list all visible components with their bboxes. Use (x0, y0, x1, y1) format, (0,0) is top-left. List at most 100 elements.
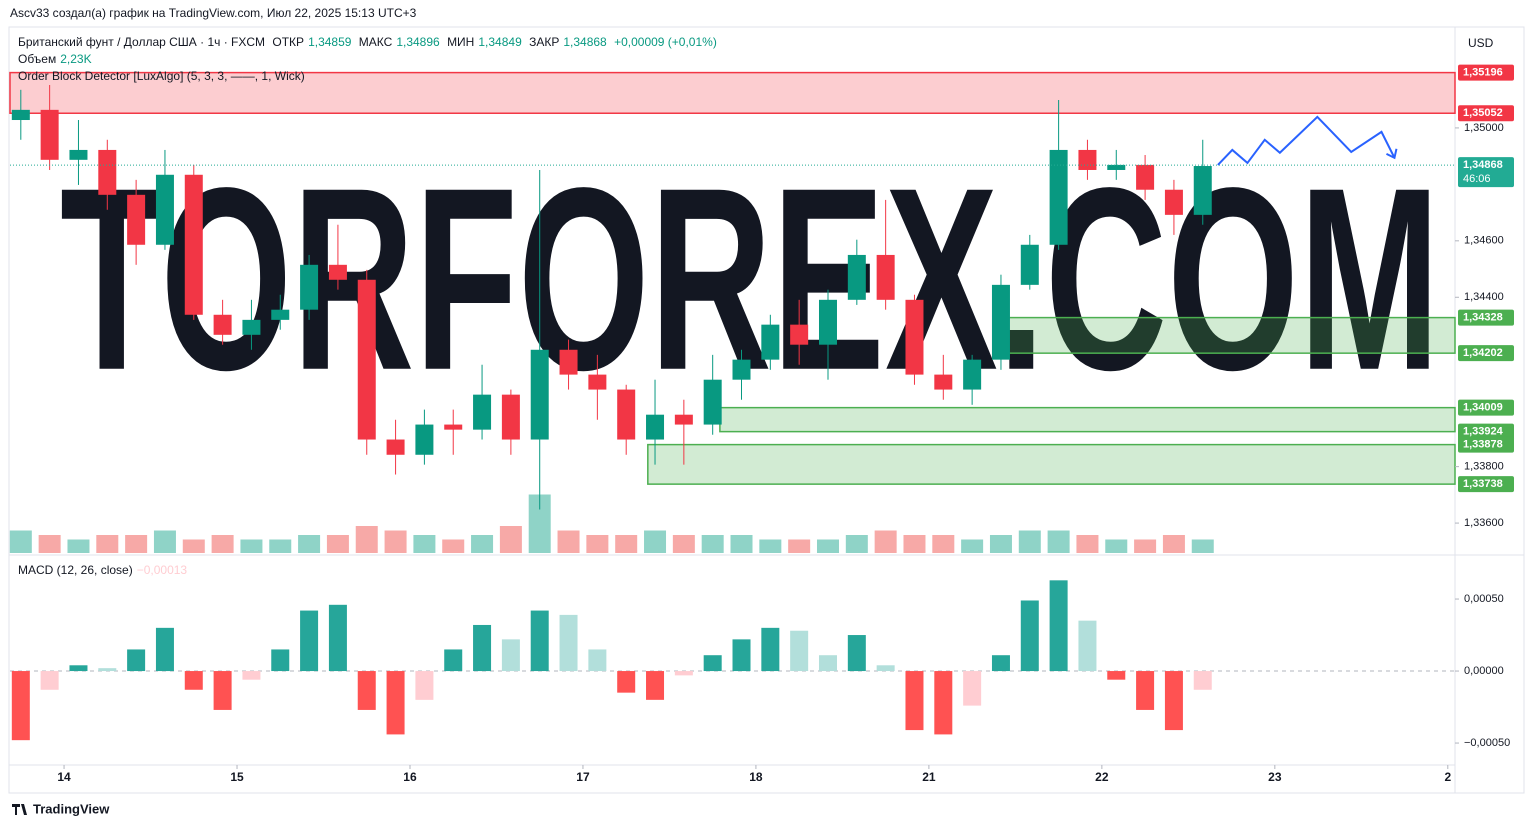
candle-body (876, 254, 895, 300)
last-price-label: 1,34868 (1463, 159, 1503, 171)
volume-bar (816, 539, 839, 553)
macd-bar (1107, 671, 1126, 680)
macd-bar (328, 604, 347, 672)
macd-bar (963, 671, 982, 706)
y-tick-label: 1,35000 (1464, 122, 1504, 134)
volume-bar (961, 539, 984, 553)
price-label: 1,33878 (1463, 439, 1503, 451)
candle-body (818, 299, 837, 345)
volume-bar (701, 535, 724, 553)
header: Ascv33 создал(а) график на TradingView.c… (10, 6, 417, 20)
candle-body (790, 324, 809, 345)
volume-bar (615, 535, 638, 553)
volume-bar (1076, 535, 1099, 553)
price-label-box (1458, 423, 1514, 440)
macd-bar (473, 624, 492, 672)
macd-legend: MACD (12, 26, close) −0,00013 (18, 563, 191, 577)
candle-body (703, 379, 722, 425)
volume-bar (672, 535, 695, 553)
candle-body (473, 394, 492, 430)
candle-body (588, 374, 607, 390)
volume-bar (442, 539, 465, 553)
countdown: 46:06 (1463, 173, 1491, 185)
macd-bar (127, 649, 146, 672)
macd-bar (40, 671, 59, 690)
macd-bar (415, 671, 434, 700)
volume-bar (384, 530, 407, 553)
candle-body (98, 149, 117, 195)
macd-bar (386, 671, 405, 735)
volume-bar (989, 535, 1012, 553)
macd-bar (905, 671, 924, 731)
macd-value: −0,00013 (136, 563, 188, 577)
macd-bar (674, 671, 693, 676)
macd-bar (1020, 600, 1039, 672)
macd-bar (1078, 620, 1097, 672)
legend: Британский фунт / Доллар США · 1ч · FXCM… (18, 35, 721, 49)
volume-bar (644, 530, 667, 553)
volume-bar (125, 535, 148, 553)
forecast-line (1217, 115, 1396, 166)
price-label-box (1458, 105, 1514, 122)
watermark: TORFOREX.COM (60, 135, 1440, 425)
order-block (9, 71, 1456, 114)
macd-bar (646, 671, 665, 700)
volume-bar (788, 539, 811, 553)
price-label-box (1458, 399, 1514, 416)
candle-body (271, 309, 290, 320)
x-tick-label: 23 (1268, 770, 1282, 784)
symbol: Британский фунт / Доллар США · 1ч · FXCM (18, 35, 266, 49)
volume-bar (730, 535, 753, 553)
candle-body (1107, 164, 1126, 170)
legend-value: 1,34868 (563, 35, 607, 49)
macd-bar (617, 671, 636, 693)
price-label: 1,34202 (1463, 347, 1503, 359)
volume-bar (1018, 530, 1041, 553)
macd-bar (98, 668, 117, 672)
frame (8, 26, 1525, 794)
candle-body (11, 109, 30, 121)
macd-bar (184, 671, 203, 690)
price-label-box (1458, 476, 1514, 493)
volume-bar (1105, 539, 1128, 553)
macd-bar (847, 635, 866, 672)
legend-label: ЗАКР (529, 35, 560, 49)
x-tick-label: 14 (57, 770, 71, 784)
candle-body (386, 439, 405, 455)
volume-bar (874, 530, 897, 553)
x-tick-label: 18 (749, 770, 763, 784)
volume-label: Объем (18, 52, 57, 66)
currency: USD (1468, 36, 1494, 50)
candle-body (559, 349, 578, 375)
candle-body (444, 424, 463, 430)
candle-body (1136, 164, 1155, 190)
x-tick-label: 21 (922, 770, 936, 784)
volume-bar (1162, 535, 1185, 553)
candle-body (905, 299, 924, 375)
volume-bar (211, 535, 234, 553)
macd-bar (703, 655, 722, 672)
volume-bar (38, 535, 61, 553)
volume-bar (67, 539, 90, 553)
volume-bar (903, 535, 926, 553)
macd-bar (271, 649, 290, 672)
macd-bar (69, 665, 88, 672)
macd-bar (501, 639, 520, 672)
volume-bar (759, 539, 782, 553)
volume-bar (355, 526, 378, 553)
volume-bar (182, 539, 205, 553)
legend-label: МАКС (358, 35, 393, 49)
legend-value: 1,34859 (308, 35, 352, 49)
candle-body (357, 279, 376, 440)
macd-bar (242, 671, 261, 680)
legend-value: 1,34896 (396, 35, 440, 49)
candle-body (184, 174, 203, 315)
price-label-box (1458, 309, 1514, 326)
order-block (1000, 316, 1456, 354)
volume-legend: Объем 2,23K (18, 52, 96, 66)
y-tick-label: 1,33600 (1464, 517, 1504, 529)
macd-bar (1164, 671, 1183, 731)
y-tick-label: 1,33800 (1464, 461, 1504, 473)
